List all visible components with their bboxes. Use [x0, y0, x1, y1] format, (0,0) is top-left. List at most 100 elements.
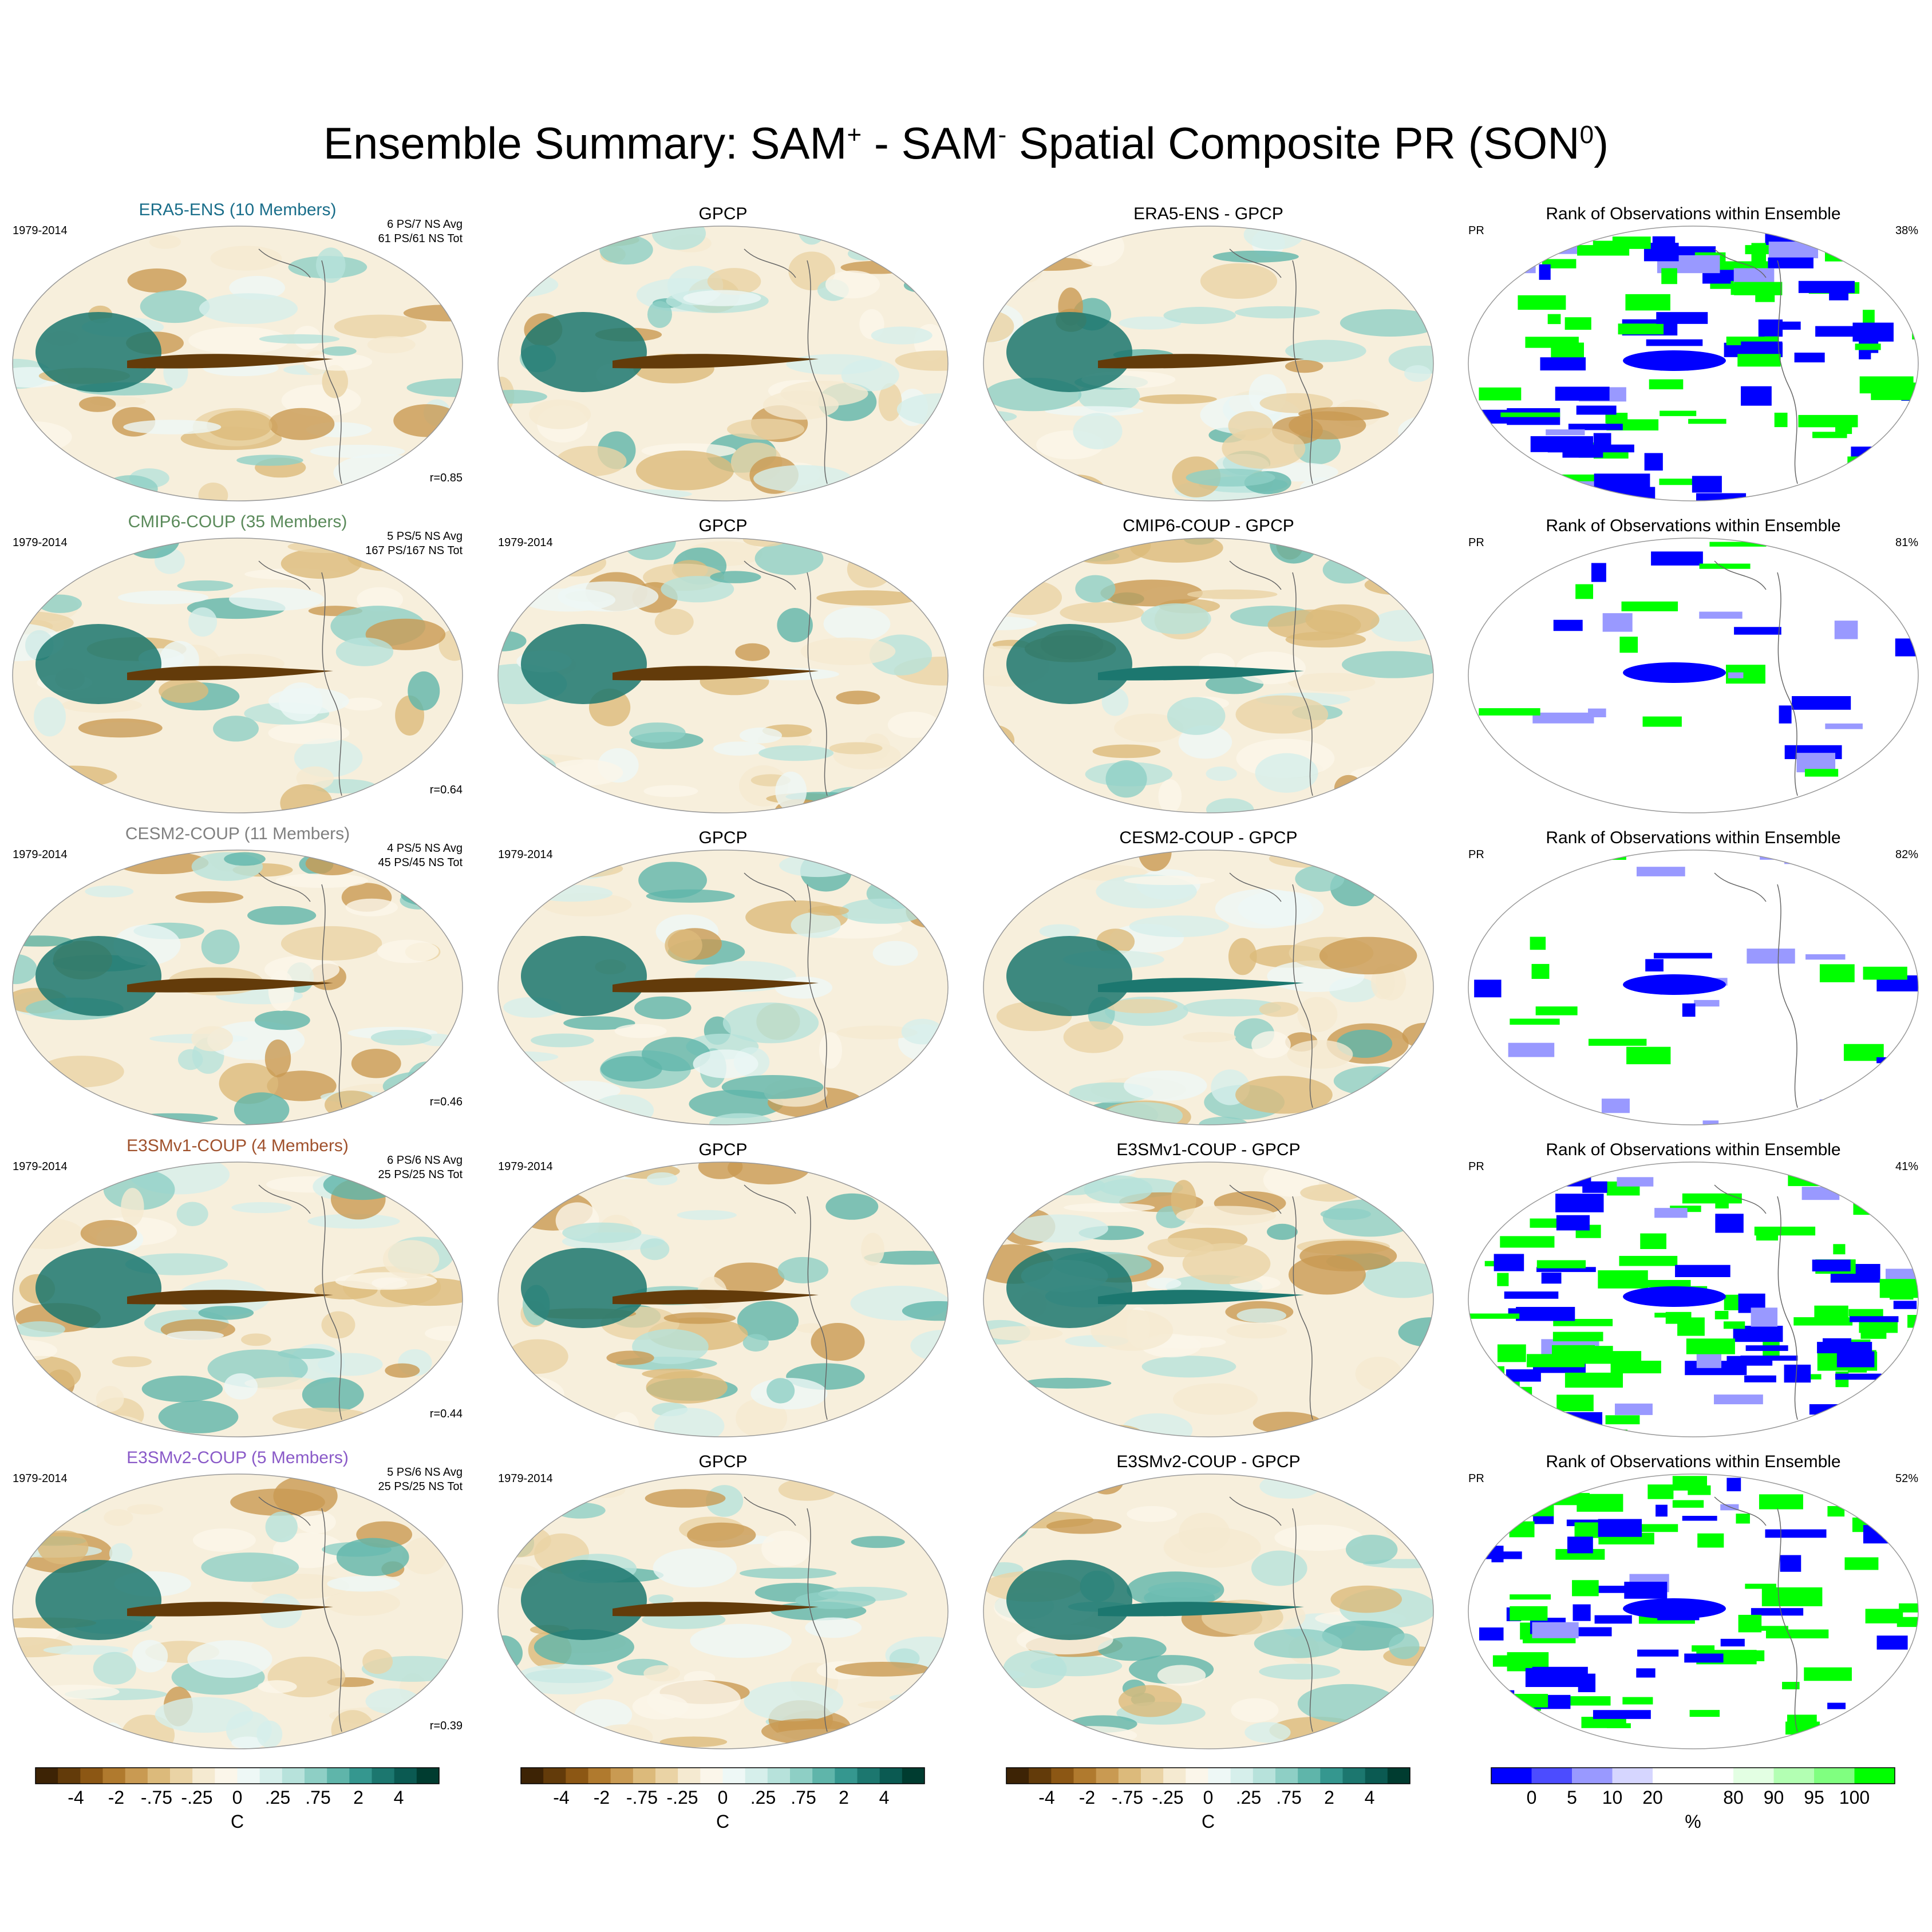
colorbar-swatch — [1572, 1768, 1613, 1784]
precip-map — [12, 850, 463, 1125]
precip-colorbar — [35, 1767, 440, 1784]
pattern-correlation: r=0.85 — [429, 472, 463, 484]
coastline — [1714, 1496, 1798, 1732]
coastline — [1229, 1496, 1313, 1732]
colorbar-unit: % — [1685, 1811, 1701, 1832]
diff-title: CMIP6-COUP - GPCP — [1123, 516, 1294, 535]
colorbar-tick-label: 2 — [353, 1787, 364, 1808]
pattern-correlation: r=0.64 — [429, 784, 463, 796]
model-title: E3SMv2-COUP (5 Members) — [127, 1448, 349, 1467]
model-title: E3SMv1-COUP (4 Members) — [127, 1136, 349, 1155]
rank-title: Rank of Observations within Ensemble — [1546, 828, 1841, 847]
rank-percent: 41% — [1895, 1160, 1918, 1173]
colorbar-tick-label: .25 — [1235, 1787, 1262, 1808]
precip-colorbar — [1006, 1767, 1411, 1784]
rank-map — [1468, 538, 1919, 813]
colorbar-tick-label: 0 — [717, 1787, 728, 1808]
stats-tot: 61 PS/61 NS Tot — [378, 232, 463, 245]
colorbar-swatch — [327, 1768, 350, 1784]
colorbar-swatch — [1298, 1768, 1321, 1784]
colorbar-swatch — [790, 1768, 813, 1784]
stats-tot: 167 PS/167 NS Tot — [365, 544, 463, 557]
obs-title: GPCP — [698, 1452, 748, 1471]
colorbar-tick-label: -2 — [1078, 1787, 1096, 1808]
period-label: 1979-2014 — [13, 536, 68, 549]
coastline — [1229, 560, 1313, 796]
colorbar-swatch — [237, 1768, 260, 1784]
colorbar-tick-label: 4 — [1364, 1787, 1375, 1808]
colorbar-swatch — [745, 1768, 768, 1784]
period-label-obs: 1979-2014 — [498, 1472, 553, 1485]
colorbar-swatch — [170, 1768, 193, 1784]
colorbar-tick-label: .75 — [305, 1787, 331, 1808]
colorbar-tick-label: .75 — [791, 1787, 816, 1808]
model-title: CMIP6-COUP (35 Members) — [128, 512, 347, 531]
coastline — [744, 248, 828, 484]
colorbar-swatch — [566, 1768, 588, 1784]
colorbar-tick-label: 20 — [1642, 1787, 1663, 1808]
rank-title: Rank of Observations within Ensemble — [1546, 204, 1841, 223]
diff-title: E3SMv1-COUP - GPCP — [1116, 1140, 1301, 1159]
coastline — [744, 1184, 828, 1420]
colorbar-swatch — [125, 1768, 148, 1784]
colorbar-swatch — [835, 1768, 858, 1784]
precip-map — [983, 1473, 1434, 1749]
colorbar-swatch — [521, 1768, 544, 1784]
stats-avg: 5 PS/6 NS Avg — [387, 1466, 463, 1479]
colorbar-tick-label: -.75 — [626, 1787, 658, 1808]
colorbar-swatch — [633, 1768, 656, 1784]
colorbar-tick-label: .25 — [750, 1787, 776, 1808]
colorbar-swatch — [1096, 1768, 1119, 1784]
coastline — [258, 248, 342, 484]
colorbar-tick-label: 5 — [1567, 1787, 1577, 1808]
precip-map — [12, 538, 463, 813]
page-title: Ensemble Summary: SAM+ - SAM- Spatial Co… — [323, 118, 1609, 168]
coastline — [1229, 248, 1313, 484]
period-label: 1979-2014 — [13, 224, 68, 237]
colorbar-tick-label: .25 — [264, 1787, 291, 1808]
colorbar-swatch — [1275, 1768, 1298, 1784]
colorbar-swatch — [1320, 1768, 1343, 1784]
colorbar-tick-label: -2 — [593, 1787, 610, 1808]
colorbar-tick-label: 100 — [1839, 1787, 1870, 1808]
obs-title: GPCP — [698, 516, 748, 535]
colorbar-swatch — [1693, 1768, 1734, 1784]
coastline — [744, 1496, 828, 1732]
colorbar-tick-label: 0 — [1203, 1787, 1214, 1808]
coastline — [258, 872, 342, 1108]
colorbar-swatch — [394, 1768, 417, 1784]
colorbar-swatch — [1141, 1768, 1164, 1784]
precip-map — [497, 850, 949, 1125]
period-label: 1979-2014 — [13, 1472, 68, 1485]
colorbar-tick-label: 10 — [1602, 1787, 1623, 1808]
obs-title: GPCP — [698, 1140, 748, 1159]
rank-title: Rank of Observations within Ensemble — [1546, 516, 1841, 535]
colorbar-swatch — [1163, 1768, 1186, 1784]
model-title: CESM2-COUP (11 Members) — [125, 824, 350, 843]
rank-var-label: PR — [1468, 224, 1484, 237]
colorbar-unit: C — [230, 1811, 244, 1832]
period-label-obs: 1979-2014 — [498, 1160, 553, 1173]
precip-map — [497, 1161, 949, 1437]
coastline — [744, 872, 828, 1108]
colorbar-swatch — [282, 1768, 305, 1784]
rank-title: Rank of Observations within Ensemble — [1546, 1140, 1841, 1159]
colorbar-swatch — [1006, 1768, 1029, 1784]
precip-map — [983, 1161, 1434, 1437]
colorbar-tick-label: -4 — [1038, 1787, 1055, 1808]
coastline — [1229, 1184, 1313, 1420]
stats-tot: 45 PS/45 NS Tot — [378, 856, 463, 869]
diff-title: ERA5-ENS - GPCP — [1133, 204, 1283, 223]
colorbar-swatch — [1733, 1768, 1774, 1784]
colorbar-swatch — [655, 1768, 678, 1784]
colorbar-tick-label: -.75 — [1111, 1787, 1144, 1808]
colorbar-swatch — [678, 1768, 701, 1784]
precip-map — [12, 1473, 463, 1749]
pattern-correlation: r=0.46 — [429, 1096, 463, 1108]
precip-map — [983, 850, 1434, 1125]
colorbar-swatch — [1653, 1768, 1693, 1784]
colorbar-tick-label: 0 — [1526, 1787, 1537, 1808]
precip-colorbar — [520, 1767, 925, 1784]
coastline — [258, 560, 342, 796]
colorbar-tick-label: -.25 — [1152, 1787, 1184, 1808]
